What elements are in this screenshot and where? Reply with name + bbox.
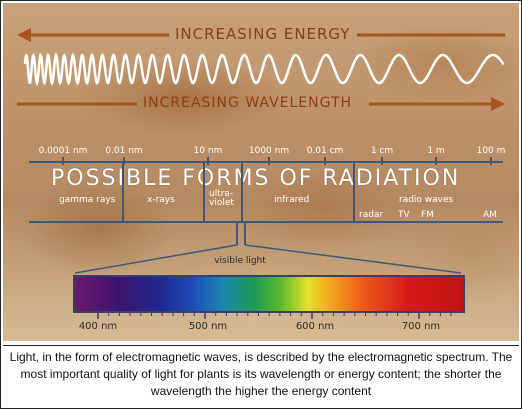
wavelength-arrow — [17, 97, 505, 111]
tv-label: TV — [398, 210, 410, 220]
scale-tick — [381, 157, 383, 165]
x-rays-label: x-rays — [147, 195, 175, 205]
region-divider — [122, 163, 124, 221]
nm-scale — [97, 311, 452, 319]
infrared-label: infrared — [274, 195, 310, 205]
scale-tick — [490, 157, 492, 165]
scale-label-6: 1 m — [427, 146, 445, 156]
spectrum-illustration: INCREASING ENERGY INCREASING WAVELENGTH … — [3, 3, 519, 341]
visible-light-zoom-lines — [74, 223, 462, 274]
scale-tick — [268, 157, 270, 165]
nm-label-500: 500 nm — [188, 321, 228, 332]
gamma-rays-label: gamma rays — [59, 195, 116, 205]
nm-label-600: 600 nm — [295, 321, 335, 332]
ultraviolet-label-1: ultra- — [209, 189, 234, 199]
scale-label-2: 10 nm — [193, 146, 223, 156]
energy-arrow — [17, 28, 505, 42]
scale-line-top — [29, 161, 503, 163]
radio-waves-label: radio waves — [399, 195, 454, 205]
scale-line-bottom — [29, 221, 503, 223]
nm-label-400: 400 nm — [78, 321, 118, 332]
region-divider — [353, 163, 355, 221]
scale-label-4: 0.01 cm — [306, 146, 344, 156]
scale-label-0: 0.0001 nm — [38, 146, 88, 156]
region-divider — [203, 163, 205, 221]
ultraviolet-label-2: violet — [209, 198, 234, 208]
increasing-wavelength-label: INCREASING WAVELENGTH — [143, 95, 353, 111]
wave-icon — [23, 52, 505, 87]
nm-label-700: 700 nm — [401, 321, 441, 332]
scale-tick — [435, 157, 437, 165]
scale-label-3: 1000 nm — [248, 146, 290, 156]
am-label: AM — [483, 210, 497, 220]
region-divider — [241, 163, 243, 221]
figure-caption: Light, in the form of electromagnetic wa… — [3, 345, 519, 407]
scale-tick — [62, 157, 64, 165]
scale-label-1: 0.01 nm — [105, 146, 143, 156]
visible-light-label: visible light — [214, 256, 266, 266]
scale-label-5: 1 cm — [370, 146, 394, 156]
fm-label: FM — [421, 210, 434, 220]
radar-label: radar — [359, 210, 384, 220]
scale-tick — [123, 157, 125, 165]
scale-label-7: 100 m — [476, 146, 506, 156]
radiation-title: POSSIBLE FORMS OF RADIATION — [51, 166, 461, 191]
scale-tick — [324, 157, 326, 165]
visible-spectrum-bar — [73, 275, 465, 313]
increasing-energy-label: INCREASING ENERGY — [175, 25, 351, 43]
scale-tick — [207, 157, 209, 165]
